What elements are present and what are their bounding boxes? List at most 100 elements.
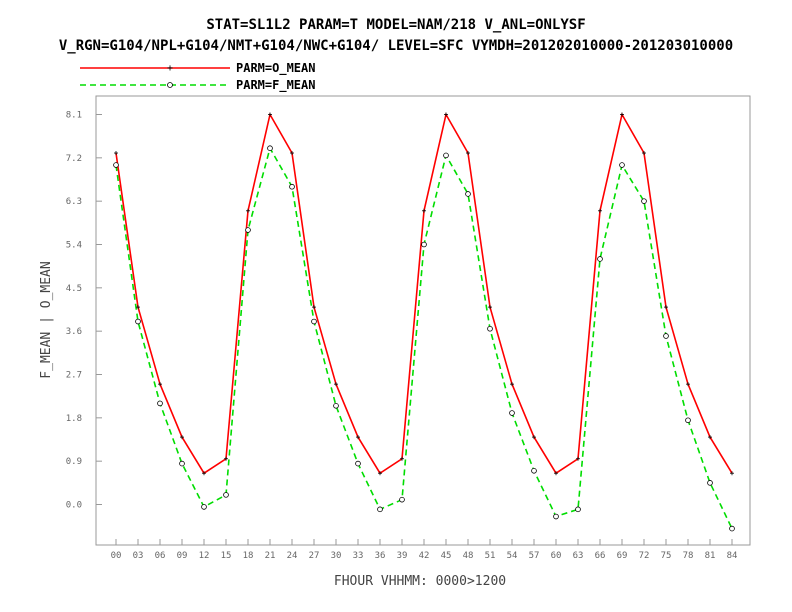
data-point-o-mean: [576, 456, 580, 461]
x-tick-label: 81: [705, 551, 716, 561]
x-tick-label: 24: [287, 551, 298, 561]
series-line-o-mean: [115, 112, 733, 475]
data-point-o-mean: [708, 435, 712, 440]
x-tick-label: 18: [243, 551, 254, 561]
data-point-f-mean: [201, 504, 207, 510]
data-point-o-mean: [620, 112, 624, 117]
data-point-f-mean: [729, 525, 735, 532]
data-point-f-mean: [113, 162, 119, 168]
data-point-o-mean: [356, 435, 360, 440]
x-tick-label: 33: [353, 551, 364, 561]
data-point-o-mean: [158, 382, 162, 387]
data-point-f-mean: [355, 460, 361, 467]
y-tick-label: 0.0: [66, 501, 82, 511]
x-tick-label: 45: [441, 551, 452, 561]
x-tick-label: 03: [133, 551, 144, 561]
x-tick-label: 06: [155, 551, 166, 561]
x-tick-label: 54: [507, 551, 518, 561]
data-point-o-mean: [730, 471, 734, 476]
data-point-f-mean: [707, 480, 713, 486]
legend-label-f-mean: PARM=F_MEAN: [236, 78, 315, 93]
data-point-o-mean: [136, 305, 140, 310]
series-line-f-mean: [115, 146, 733, 529]
y-axis-label: F_MEAN | O_MEAN: [39, 261, 54, 378]
legend-marker-o-mean: +: [167, 63, 173, 74]
data-point-o-mean: [268, 112, 272, 117]
data-point-f-mean: [531, 467, 537, 474]
y-tick-label: 3.6: [66, 327, 82, 337]
data-point-o-mean: [246, 208, 250, 213]
data-point-f-mean: [245, 227, 251, 233]
x-tick-label: 36: [375, 551, 386, 561]
x-tick-label: 15: [221, 551, 232, 561]
y-tick-label: 5.4: [66, 241, 82, 251]
y-tick-label: 0.9: [66, 457, 82, 467]
data-point-f-mean: [157, 400, 163, 407]
data-point-o-mean: [290, 151, 294, 156]
x-tick-label: 51: [485, 551, 496, 561]
x-tick-label: 27: [309, 551, 320, 561]
data-point-o-mean: [598, 208, 602, 213]
x-axis-label: FHOUR VHHMM: 0000>1200: [334, 574, 506, 589]
x-tick-label: 00: [111, 551, 122, 561]
data-point-f-mean: [487, 325, 493, 332]
series-layer: [113, 112, 735, 532]
x-tick-label: 09: [177, 551, 188, 561]
data-point-o-mean: [312, 305, 316, 310]
x-axis-ticks: 00 03 06 09 12 15 18 21 24 27 30 33 36 39 42 45 48 51 54 57…: [111, 539, 738, 561]
y-axis-ticks: 0.0 0.9 1.8 2.7 3.6 4.5 5.4 6.3 7.2 8.1: [66, 111, 102, 511]
data-point-o-mean: [378, 471, 382, 476]
chart-title: STAT=SL1L2 PARAM=T MODEL=NAM/218 V_ANL=O…: [206, 17, 585, 33]
data-point-f-mean: [619, 162, 625, 168]
data-point-o-mean: [180, 435, 184, 440]
data-point-o-mean: [664, 305, 668, 310]
data-point-o-mean: [642, 151, 646, 156]
data-point-f-mean: [465, 191, 471, 197]
legend-marker-f-mean: [167, 82, 173, 88]
x-tick-label: 72: [639, 551, 650, 561]
data-point-f-mean: [421, 241, 427, 248]
data-point-f-mean: [289, 183, 295, 190]
data-point-o-mean: [466, 151, 470, 156]
y-tick-label: 2.7: [66, 371, 82, 381]
x-tick-label: 84: [727, 551, 738, 561]
y-tick-label: 4.5: [66, 284, 82, 294]
x-tick-label: 39: [397, 551, 408, 561]
data-point-o-mean: [334, 382, 338, 387]
x-tick-label: 57: [529, 551, 540, 561]
x-tick-label: 21: [265, 551, 276, 561]
data-point-o-mean: [444, 112, 448, 117]
y-tick-label: 7.2: [66, 154, 82, 164]
x-tick-label: 60: [551, 551, 562, 561]
data-point-o-mean: [224, 456, 228, 461]
chart-subtitle: V_RGN=G104/NPL+G104/NMT+G104/NWC+G104/ L…: [59, 38, 733, 54]
data-point-o-mean: [686, 382, 690, 387]
y-tick-label: 6.3: [66, 197, 82, 207]
data-point-f-mean: [553, 513, 559, 520]
data-point-o-mean: [422, 208, 426, 213]
data-point-f-mean: [223, 492, 229, 498]
data-point-o-mean: [510, 382, 514, 387]
data-point-f-mean: [311, 318, 317, 325]
data-point-f-mean: [641, 198, 647, 204]
data-point-f-mean: [267, 145, 273, 152]
data-point-f-mean: [377, 506, 383, 513]
data-point-f-mean: [509, 410, 515, 416]
data-point-f-mean: [399, 496, 405, 503]
y-tick-label: 1.8: [66, 414, 82, 424]
x-tick-label: 12: [199, 551, 210, 561]
data-point-o-mean: [532, 435, 536, 440]
data-point-f-mean: [135, 318, 141, 325]
x-tick-label: 48: [463, 551, 474, 561]
data-point-o-mean: [114, 151, 118, 156]
x-tick-label: 78: [683, 551, 694, 561]
data-point-o-mean: [400, 456, 404, 461]
y-tick-label: 8.1: [66, 111, 82, 121]
x-tick-label: 69: [617, 551, 628, 561]
data-point-f-mean: [179, 460, 185, 467]
data-point-f-mean: [575, 506, 581, 513]
legend: + PARM=O_MEAN PARM=F_MEAN: [80, 61, 315, 93]
data-point-o-mean: [554, 471, 558, 476]
data-point-f-mean: [443, 152, 449, 159]
